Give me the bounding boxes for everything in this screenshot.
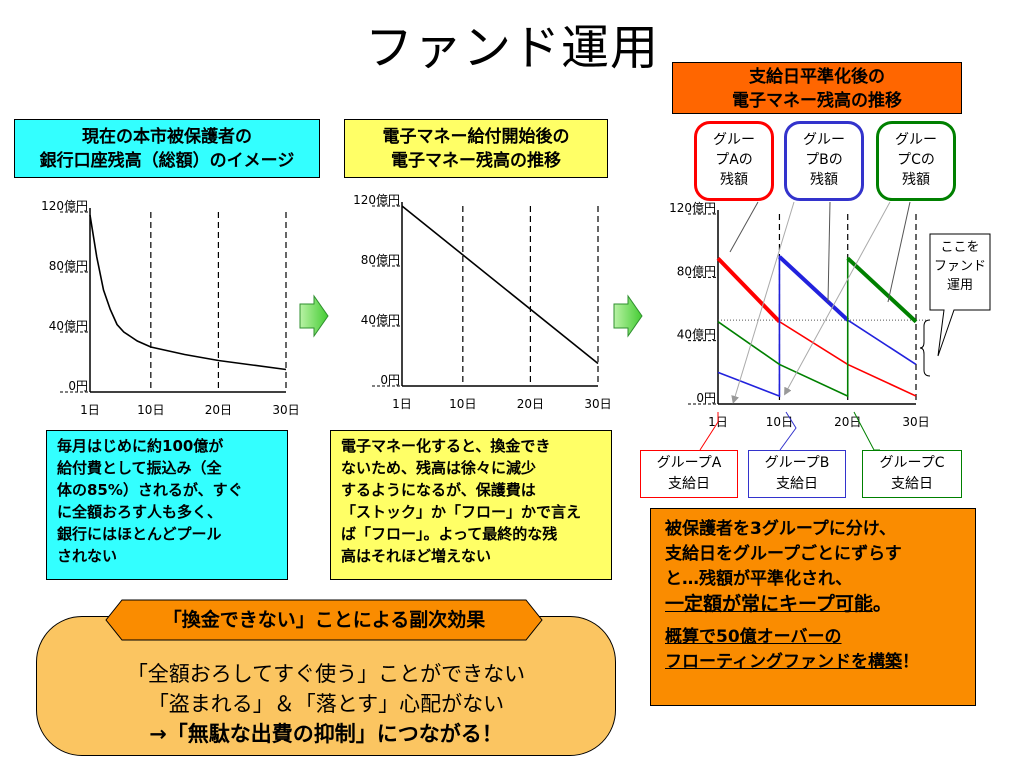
series-line [401,205,599,365]
panel3-header-line2: 電子マネー残高の推移 [732,91,902,111]
chart-current-balance: 0円 40億円 80億円 120億円 1日 10日 20日 30日 [41,199,300,417]
x-tick-label: 1日 [392,397,412,411]
right-arrow-icon [613,294,643,338]
group-b-balance-bubble: グルー プBの 残額 [784,121,864,201]
bubble-a-line3: 残額 [720,172,748,188]
x-tick-label: 30日 [272,403,299,417]
note3-final-line2: フローティングファンドを構築 [665,652,902,672]
side-effect-title-shape [105,599,543,641]
callout-line1: ここを [940,240,980,255]
x-tick-label: 20日 [834,415,861,429]
series-highlight-group-b [778,255,850,322]
fund-callout: ここを ファンド 運用 [930,238,990,295]
note1-line1: 毎月はじめに約100億が [57,437,224,455]
panel1-header-line1: 現在の本市被保護者の [82,127,252,147]
y-tick-label: 0円 [380,373,400,387]
series-line [89,214,287,371]
payday-a-line2: 支給日 [668,476,710,492]
panel3-header: 支給日平準化後の 電子マネー残高の推移 [672,62,962,114]
panel1-header: 現在の本市被保護者の 銀行口座残高（総額）のイメージ [14,119,320,178]
x-tick-label: 30日 [584,397,610,411]
y-tick-label: 0円 [68,379,88,393]
note3-line1: 被保護者を3グループに分け、 [665,519,896,539]
bubble-c-line2: プCの [897,152,935,168]
page-title: ファンド運用 [364,20,659,76]
note3-emphasis: 一定額が常にキープ可能 [665,593,873,615]
y-tick-label: 120億円 [41,199,88,213]
payday-c-line2: 支給日 [891,476,933,492]
note2-line1: 電子マネー化すると、換金でき [341,437,551,455]
y-tick-label: 0円 [696,391,716,405]
side-effect-line2: 「盗まれる」＆「落とす」心配がない [147,692,505,716]
note1-line5: 銀行にはほとんどプール [57,525,222,543]
side-effect-line3: →「無駄な出費の抑制」につながる！ [149,722,503,746]
group-c-payday-label: グループC 支給日 [862,450,962,498]
group-c-balance-bubble: グルー プCの 残額 [876,121,956,201]
note3-final-tail: ！ [901,652,919,672]
callout-line2: ファンド [933,259,986,274]
y-tick-label: 80億円 [361,253,400,267]
series-highlight-group-a [716,256,781,324]
note3-emphasis-tail: 。 [872,593,892,615]
note2-line3: するようになるが、保護費は [341,481,536,499]
bubble-b-line1: グルー [803,132,845,148]
panel1-note: 毎月はじめに約100億が 給付費として振込み（全 体の85%）されるが、すぐ に… [46,430,288,580]
y-tick-label: 40億円 [361,313,400,327]
note2-line5: ば「フロー」。よって最終的な残 [341,525,558,543]
bubble-a-line2: プAの [715,152,753,168]
panel2-header-line1: 電子マネー給付開始後の [382,127,570,147]
note1-line3: 体の85%）されるが、すぐ [57,481,243,499]
note2-line4: 「ストック」か「フロー」かで言え [341,503,582,521]
panel2-header-line2: 電子マネー残高の推移 [391,151,561,171]
panel3-header-line1: 支給日平準化後の [749,67,885,87]
group-b-payday-label: グループB 支給日 [748,450,846,498]
group-a-payday-label: グループA 支給日 [640,450,738,498]
fund-callout-shape [920,233,991,377]
x-tick-label: 1日 [80,403,100,417]
series-line-group-b [717,254,917,398]
payday-b-line1: グループB [764,455,830,471]
note3-line3: と…残額が平準化され、 [665,569,853,589]
note1-line2: 給付費として振込み（全 [57,459,222,477]
bubble-b-line2: プBの [805,152,843,168]
note2-line6: 高はそれほど増えない [341,547,492,565]
x-tick-label: 10日 [766,415,793,429]
note1-line4: に全額おろす人も多く、 [57,503,223,521]
y-tick-label: 120億円 [353,193,400,207]
panel1-header-line2: 銀行口座残高（総額）のイメージ [39,151,295,171]
panel3-note: 被保護者を3グループに分け、 支給日をグループごとにずらす と…残額が平準化され… [650,508,976,706]
panel2-header: 電子マネー給付開始後の 電子マネー残高の推移 [344,119,608,178]
bubble-a-line1: グルー [713,132,755,148]
note3-final-line1: 概算で50億オーバーの [665,627,842,647]
side-effect-line1: 「全額おろしてすぐ使う」ことができない [126,662,526,686]
y-tick-label: 80億円 [49,259,88,273]
x-tick-label: 10日 [449,397,476,411]
callout-line3: 運用 [946,278,973,293]
panel2-note: 電子マネー化すると、換金でき ないため、残高は徐々に減少 するようになるが、保護… [330,430,612,580]
group-a-balance-bubble: グルー プAの 残額 [694,121,774,201]
x-tick-label: 30日 [902,415,929,429]
note1-line6: されない [57,547,118,565]
y-tick-label: 40億円 [49,319,88,333]
payday-c-line1: グループC [879,455,945,471]
series-highlight-group-c [846,256,918,324]
y-tick-label: 120億円 [669,201,716,215]
bubble-pointers [729,201,911,404]
payday-b-line2: 支給日 [776,476,818,492]
y-tick-label: 80億円 [677,264,716,278]
bubble-b-line3: 残額 [810,172,838,188]
right-arrow-icon [299,294,329,338]
x-tick-label: 20日 [205,403,232,417]
note3-line2: 支給日をグループごとにずらす [665,544,902,564]
chart-emoney-balance: 0円 40億円 80億円 120億円 1日 10日 20日 30日 [353,193,610,411]
side-effect-title: 「換金できない」ことによる副次効果 [162,609,486,631]
note2-line2: ないため、残高は徐々に減少 [341,459,537,477]
x-tick-label: 20日 [517,397,544,411]
bubble-c-line1: グルー [895,132,937,148]
bubble-c-line3: 残額 [902,172,930,188]
x-tick-label: 10日 [137,403,164,417]
y-tick-label: 40億円 [677,328,716,342]
payday-a-line1: グループA [656,455,722,471]
